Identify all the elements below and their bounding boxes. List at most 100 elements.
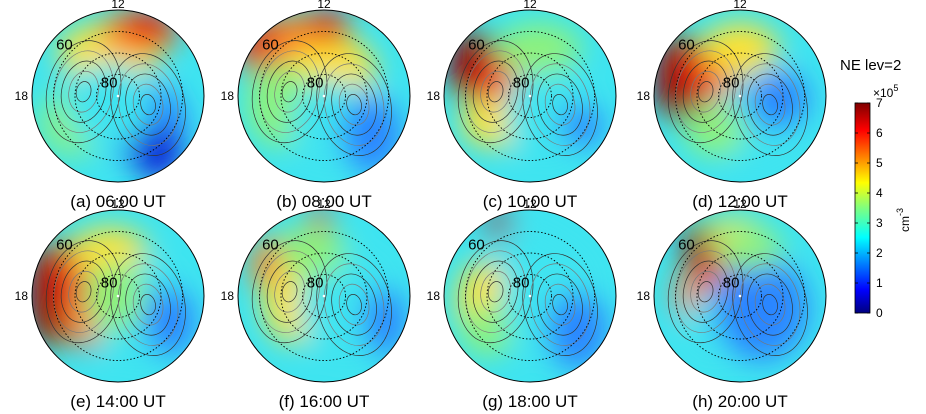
polar-boundary bbox=[653, 9, 827, 183]
local-time-label: 18 bbox=[637, 89, 651, 103]
local-time-label: 12 bbox=[317, 197, 331, 211]
local-time-label: 18 bbox=[427, 289, 441, 303]
latitude-circle bbox=[486, 252, 574, 340]
colorbar-tick-label: 0 bbox=[876, 306, 883, 320]
latitude-label: 80 bbox=[513, 274, 530, 291]
panel-caption: (e) 14:00 UT bbox=[70, 392, 165, 411]
local-time-label: 12 bbox=[733, 0, 747, 11]
colorbar-tick-label: 2 bbox=[876, 246, 883, 260]
local-time-label: 18 bbox=[637, 289, 651, 303]
pole-marker bbox=[322, 294, 326, 298]
latitude-circle bbox=[280, 52, 368, 140]
panel-caption: (a) 06:00 UT bbox=[70, 192, 165, 211]
panel-caption: (c) 10:00 UT bbox=[483, 192, 577, 211]
latitude-label: 60 bbox=[56, 237, 73, 254]
density-field bbox=[238, 210, 410, 382]
latitude-circle bbox=[508, 274, 552, 318]
latitude-circle bbox=[280, 252, 368, 340]
latitude-label: 80 bbox=[723, 274, 740, 291]
latitude-circle bbox=[96, 274, 140, 318]
latitude-circle bbox=[259, 31, 389, 161]
local-time-label: 18 bbox=[221, 89, 235, 103]
polar-boundary bbox=[443, 209, 617, 383]
density-field bbox=[32, 210, 204, 382]
colorbar-tick-label: 4 bbox=[876, 186, 883, 200]
colorbar-tick-label: 7 bbox=[876, 96, 883, 110]
latitude-circle bbox=[74, 52, 162, 140]
density-field bbox=[238, 10, 410, 182]
potential-contours bbox=[457, 40, 598, 156]
latitude-label: 60 bbox=[56, 37, 73, 54]
local-time-label: 18 bbox=[15, 89, 29, 103]
potential-contours bbox=[45, 40, 186, 156]
colorbar-unit-exponent: -3 bbox=[895, 208, 905, 216]
latitude-circle bbox=[486, 52, 574, 140]
latitude-label: 60 bbox=[468, 237, 485, 254]
polar-boundary bbox=[653, 209, 827, 383]
potential-contours bbox=[667, 240, 808, 356]
local-time-label: 12 bbox=[733, 197, 747, 211]
colorbar-multiplier: ×105 bbox=[873, 83, 898, 100]
panel-caption: (b) 08:00 UT bbox=[276, 192, 371, 211]
local-time-label: 12 bbox=[111, 197, 125, 211]
colorbar-tick-label: 6 bbox=[876, 126, 883, 140]
local-time-label: 18 bbox=[427, 89, 441, 103]
latitude-circle bbox=[718, 74, 762, 118]
colorbar-tick-label: 3 bbox=[876, 216, 883, 230]
colorbar-multiplier-exponent: 5 bbox=[893, 83, 898, 93]
latitude-label: 80 bbox=[723, 74, 740, 91]
latitude-circle bbox=[675, 231, 805, 361]
latitude-circle bbox=[696, 252, 784, 340]
local-time-label: 12 bbox=[523, 197, 537, 211]
panel-caption: (h) 20:00 UT bbox=[692, 392, 787, 411]
latitude-label: 80 bbox=[101, 274, 118, 291]
pole-marker bbox=[738, 294, 742, 298]
potential-contours bbox=[45, 240, 186, 356]
latitude-circle bbox=[53, 231, 183, 361]
latitude-label: 80 bbox=[307, 274, 324, 291]
polar-panel: 12 18 60 80 (b) 08:00 UT bbox=[221, 0, 411, 211]
latitude-circle bbox=[465, 31, 595, 161]
latitude-circle bbox=[302, 274, 346, 318]
colorbar-tick-label: 1 bbox=[876, 276, 883, 290]
latitude-circle bbox=[53, 31, 183, 161]
latitude-circle bbox=[259, 231, 389, 361]
local-time-label: 12 bbox=[523, 0, 537, 11]
latitude-label: 60 bbox=[468, 37, 485, 54]
latitude-circle bbox=[508, 74, 552, 118]
polar-panel: 12 18 60 80 (a) 06:00 UT bbox=[15, 0, 205, 211]
colorbar-tick-label: 5 bbox=[876, 156, 883, 170]
potential-contours bbox=[457, 240, 598, 356]
pole-marker bbox=[322, 94, 326, 98]
latitude-label: 60 bbox=[262, 37, 279, 54]
panel-caption: (g) 18:00 UT bbox=[482, 392, 577, 411]
pole-marker bbox=[116, 294, 120, 298]
latitude-circle bbox=[74, 252, 162, 340]
latitude-label: 60 bbox=[262, 237, 279, 254]
pole-marker bbox=[528, 94, 532, 98]
local-time-label: 12 bbox=[111, 0, 125, 11]
pole-marker bbox=[528, 294, 532, 298]
latitude-circle bbox=[302, 74, 346, 118]
polar-panel: 12 18 60 80 (g) 18:00 UT bbox=[427, 197, 617, 411]
polar-boundary bbox=[443, 9, 617, 183]
polar-boundary bbox=[31, 9, 205, 183]
latitude-label: 80 bbox=[307, 74, 324, 91]
latitude-circle bbox=[465, 231, 595, 361]
polar-panel: 12 18 60 80 (d) 12:00 UT bbox=[637, 0, 827, 211]
local-time-label: 18 bbox=[15, 289, 29, 303]
polar-panel: 12 18 60 80 (h) 20:00 UT bbox=[637, 197, 827, 411]
density-field bbox=[654, 210, 826, 382]
latitude-circle bbox=[96, 74, 140, 118]
panel-caption: (f) 16:00 UT bbox=[279, 392, 370, 411]
colorbar-title: NE lev=2 bbox=[840, 57, 901, 74]
panel-caption: (d) 12:00 UT bbox=[692, 192, 787, 211]
latitude-label: 80 bbox=[101, 74, 118, 91]
latitude-circle bbox=[675, 31, 805, 161]
colorbar-ticks: 0 1 2 3 4 5 6 7 bbox=[855, 96, 883, 320]
latitude-circle bbox=[696, 52, 784, 140]
colorbar-gradient bbox=[854, 102, 871, 314]
latitude-label: 60 bbox=[678, 37, 695, 54]
